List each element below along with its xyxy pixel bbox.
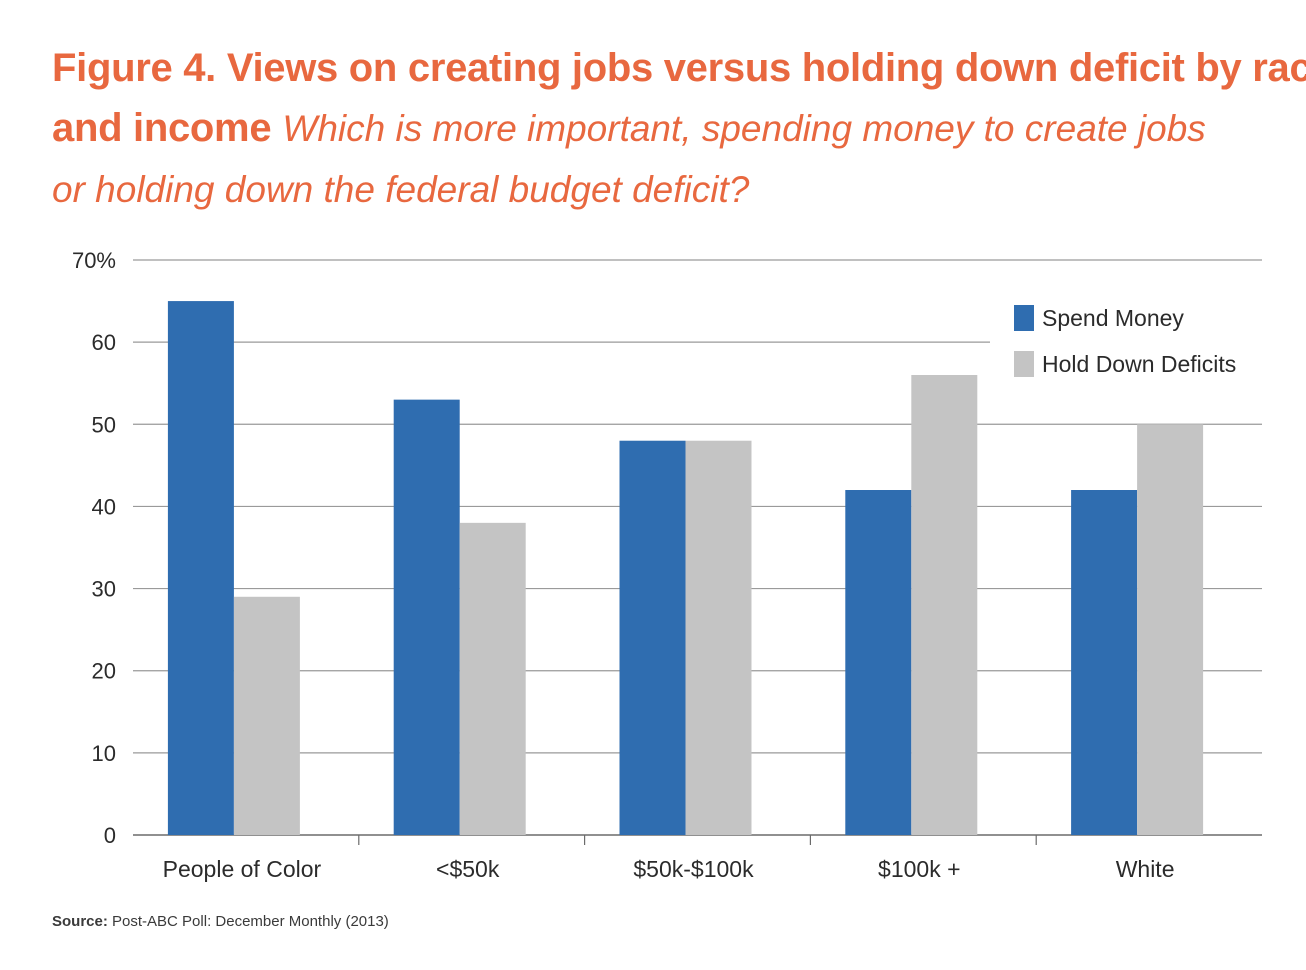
x-tick-label: $50k-$100k bbox=[633, 856, 754, 882]
bar-hold-down-deficits bbox=[233, 596, 300, 835]
bar-spend-money bbox=[845, 490, 912, 835]
y-tick-label: 30 bbox=[92, 577, 116, 602]
bar-hold-down-deficits bbox=[459, 522, 526, 835]
title-main-continued: and income bbox=[52, 106, 272, 150]
source-text: Post-ABC Poll: December Monthly (2013) bbox=[112, 913, 389, 930]
x-tick-label: White bbox=[1116, 856, 1175, 882]
bar-hold-down-deficits bbox=[911, 375, 978, 835]
title-question-continued: or holding down the federal budget defic… bbox=[52, 169, 750, 210]
y-tick-label: 70% bbox=[72, 248, 116, 273]
x-tick-label: $100k + bbox=[878, 856, 961, 882]
chart-title: Figure 4. Views on creating jobs versus … bbox=[52, 38, 1306, 220]
source-note: Source: Post-ABC Poll: December Monthly … bbox=[52, 913, 389, 930]
bar-spend-money bbox=[167, 301, 234, 835]
y-tick-label: 0 bbox=[104, 823, 116, 848]
bar-spend-money bbox=[619, 440, 686, 835]
y-tick-label: 60 bbox=[92, 330, 116, 355]
title-main: Figure 4. Views on creating jobs versus … bbox=[52, 46, 1306, 90]
legend-swatch-hold-down-deficits bbox=[1014, 351, 1034, 377]
y-tick-label: 40 bbox=[92, 494, 116, 519]
bar-chart: 0 10 20 30 40 50 60 70% People of Color <$50k $50k… bbox=[72, 248, 1262, 882]
bar-spend-money bbox=[1071, 490, 1138, 835]
y-tick-label: 20 bbox=[92, 659, 116, 684]
bar-hold-down-deficits bbox=[685, 440, 752, 835]
title-line-3: or holding down the federal budget defic… bbox=[52, 159, 1272, 220]
x-tick-label: People of Color bbox=[163, 856, 322, 882]
source-label: Source: bbox=[52, 913, 108, 930]
x-tick-label: <$50k bbox=[436, 856, 500, 882]
bar-hold-down-deficits bbox=[1137, 424, 1204, 835]
y-tick-label: 10 bbox=[92, 741, 116, 766]
title-question: Which is more important, spending money … bbox=[282, 108, 1206, 149]
title-line-2: and income Which is more important, spen… bbox=[52, 98, 1272, 159]
bar-spend-money bbox=[393, 399, 460, 835]
legend-label: Hold Down Deficits bbox=[1042, 351, 1236, 377]
y-tick-label: 50 bbox=[92, 412, 116, 437]
title-line-1: Figure 4. Views on creating jobs versus … bbox=[52, 38, 1306, 98]
legend-swatch-spend-money bbox=[1014, 305, 1034, 331]
legend-label: Spend Money bbox=[1042, 305, 1184, 331]
